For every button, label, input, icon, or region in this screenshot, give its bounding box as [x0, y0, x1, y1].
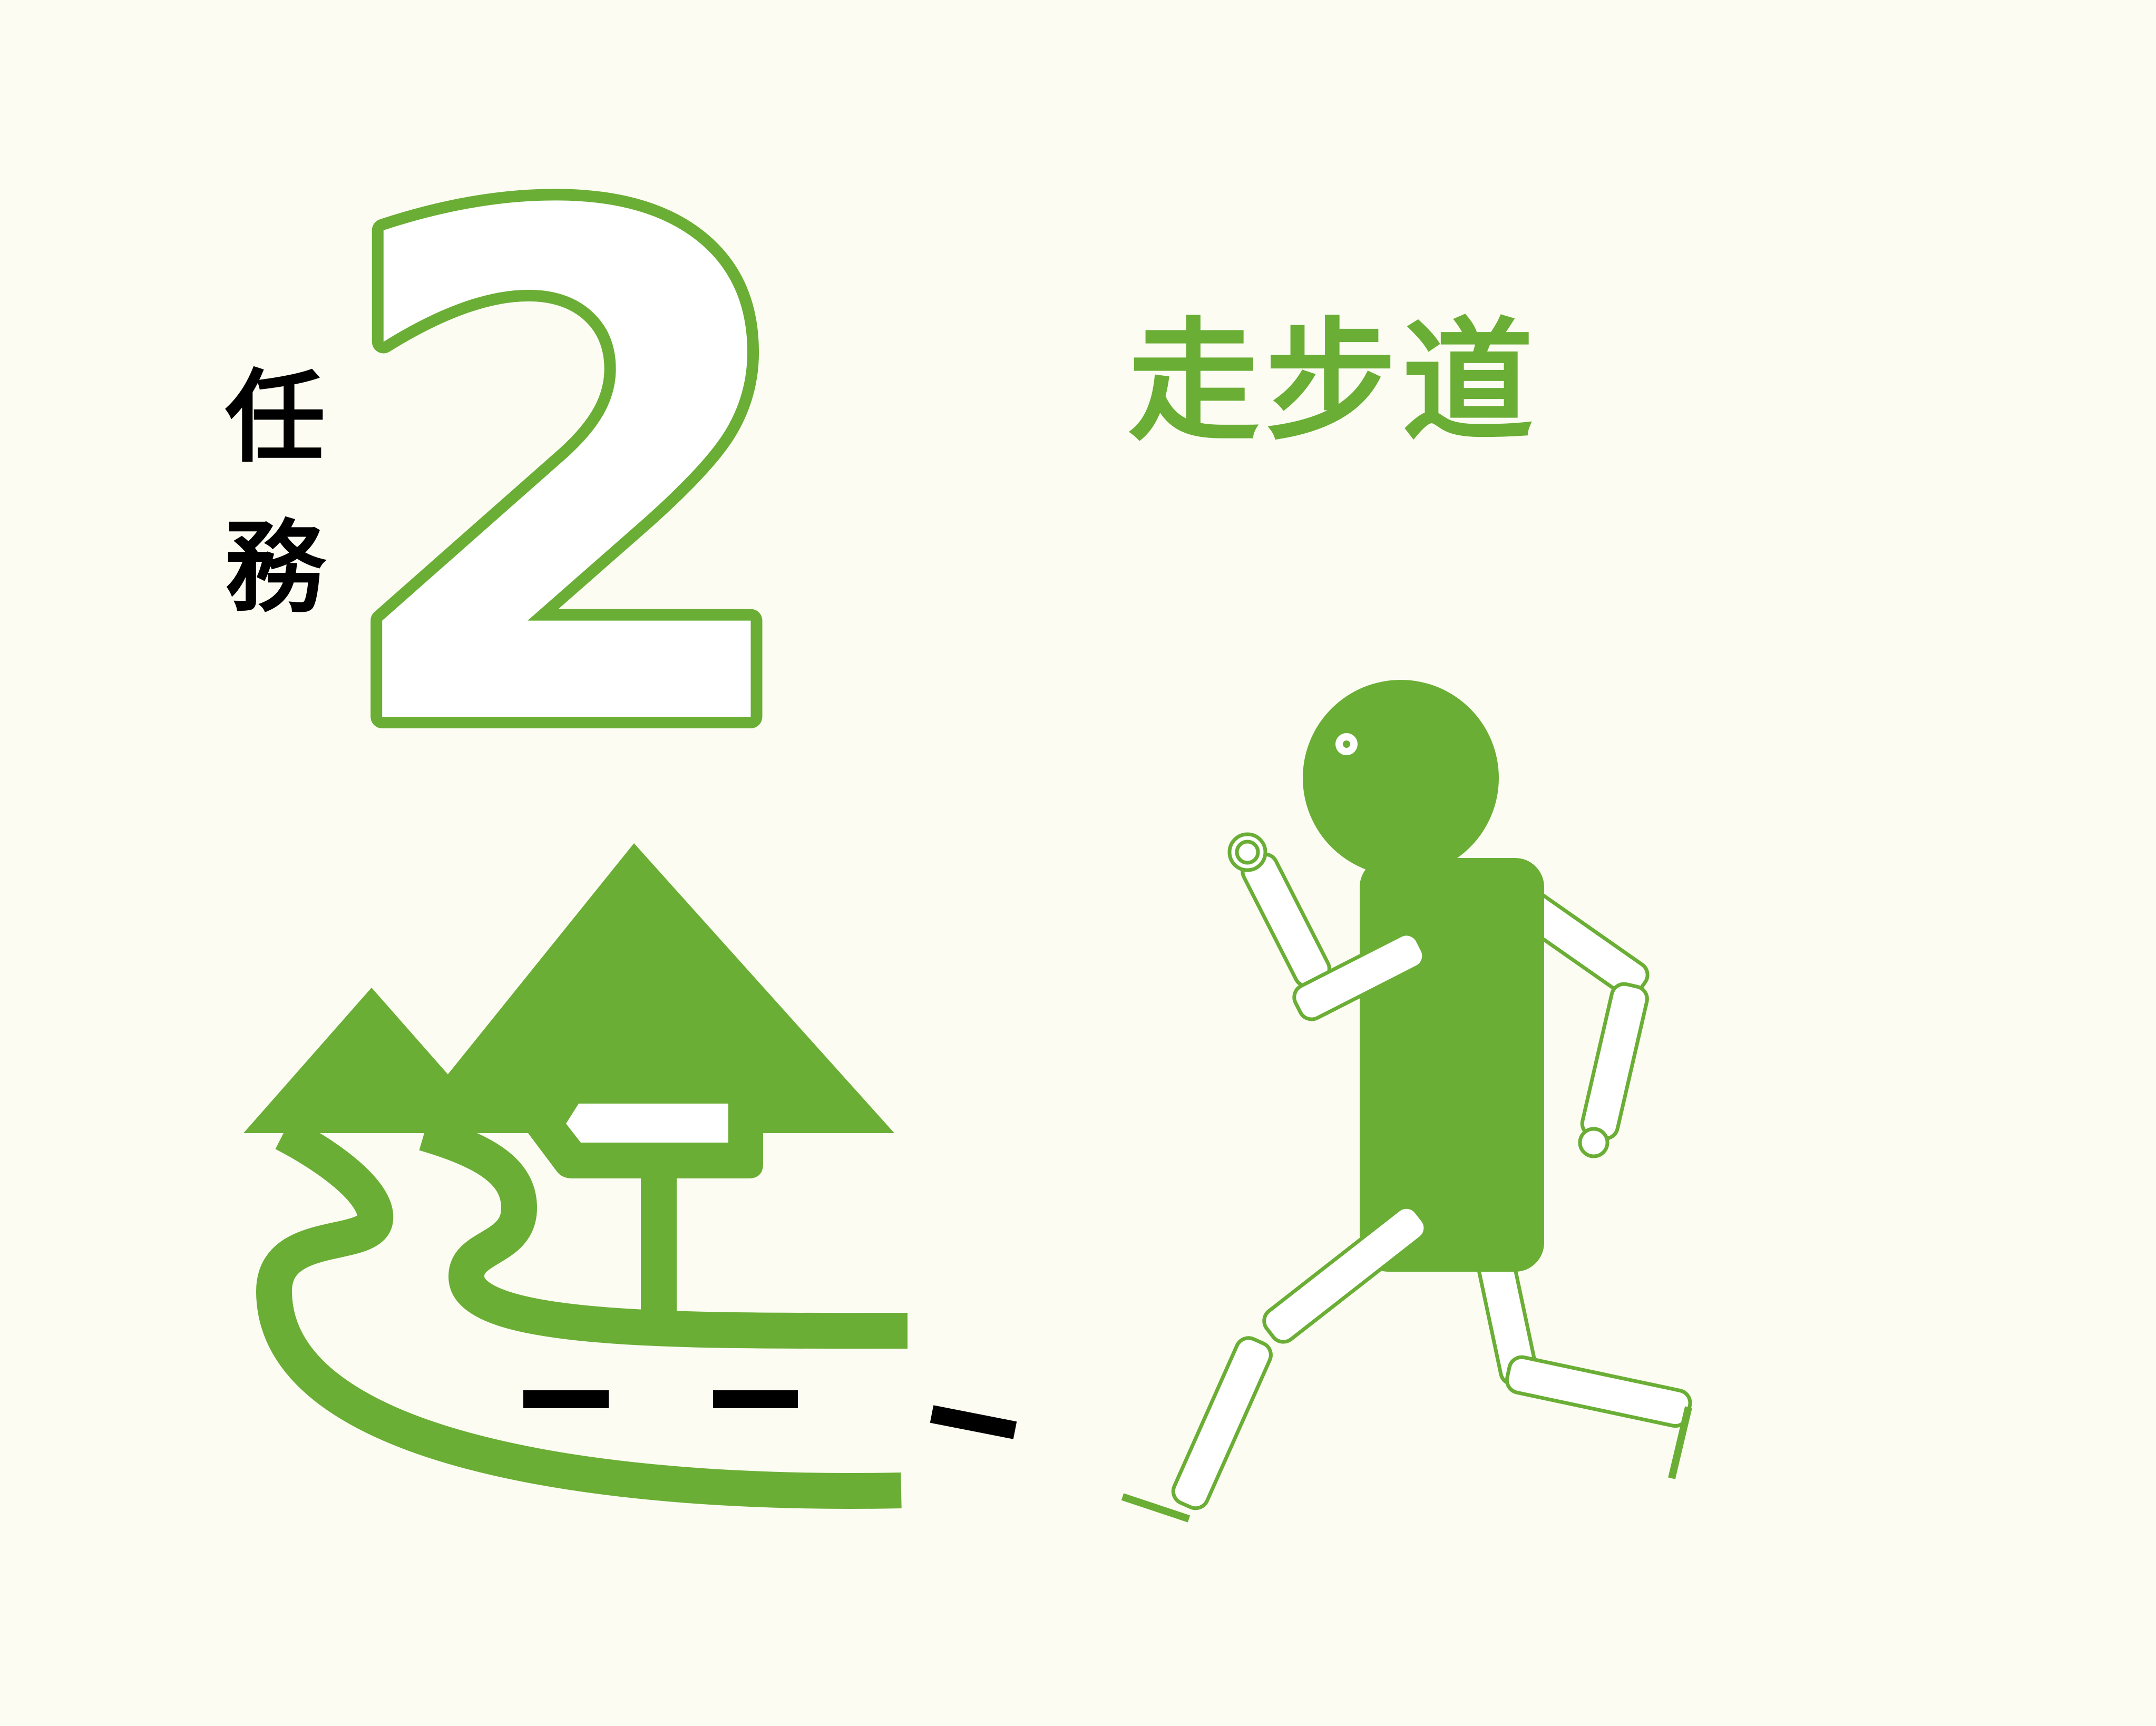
mission-label-char-2: 務 — [225, 510, 325, 626]
center-line-dashes — [523, 1390, 1017, 1439]
page-title: 走步道 — [1128, 305, 1539, 459]
mission-number: 2 — [327, 72, 811, 881]
mission-label: 任 務 — [207, 343, 344, 643]
trail-sign-icon — [528, 1086, 763, 1318]
mission-label-char-1: 任 — [225, 359, 325, 476]
mountain-icon — [243, 843, 894, 1133]
winding-path-icon — [256, 1116, 908, 1509]
walking-person-icon — [1121, 680, 1692, 1523]
